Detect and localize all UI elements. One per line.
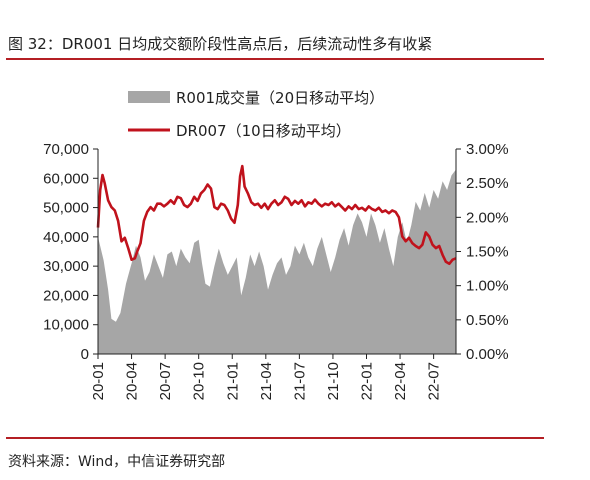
axes: 70,000 60,000 50,000 40,000 30,000 20,000 10,0… (43, 141, 508, 400)
left-tick-label: 0 (81, 346, 89, 363)
x-tick-label: 20-10 (191, 362, 208, 400)
x-tick-label: 21-04 (258, 362, 275, 400)
x-tick-label: 20-01 (90, 362, 107, 400)
right-tick-label: 2.00% (466, 209, 509, 226)
x-tick-label: 21-01 (224, 362, 241, 400)
source-note: 资料来源：Wind，中信证券研究部 (8, 454, 226, 470)
figure-title: 图 32：DR001 日均成交额阶段性高点后，后续流动性多有收紧 (8, 35, 433, 53)
right-tick-label: 1.50% (466, 244, 509, 261)
series-area-r001-volume (98, 169, 456, 354)
x-tick-label: 20-04 (124, 362, 141, 400)
left-tick-label: 70,000 (43, 141, 89, 158)
right-tick-label: 1.00% (466, 278, 509, 295)
legend-swatch-area (128, 91, 170, 103)
left-tick-label: 60,000 (43, 170, 89, 187)
x-tick-label: 20-07 (157, 362, 174, 400)
x-tick-label: 22-07 (426, 362, 443, 400)
plot-area (96, 164, 457, 354)
left-tick-label: 50,000 (43, 200, 89, 217)
right-tick-label: 0.00% (466, 346, 509, 363)
title-divider (6, 58, 544, 60)
footer-divider (6, 437, 544, 439)
x-tick-label: 21-07 (291, 362, 308, 400)
legend-label-area: R001成交量（20日移动平均） (176, 89, 384, 107)
right-tick-label: 3.00% (466, 141, 509, 158)
x-tick-label: 22-04 (392, 362, 409, 400)
legend: R001成交量（20日移动平均） DR007（10日移动平均） (128, 89, 384, 140)
left-tick-label: 30,000 (43, 258, 89, 275)
x-tick-label: 22-01 (359, 362, 376, 400)
series-line-dr007 (96, 164, 457, 266)
legend-label-line: DR007（10日移动平均） (176, 122, 351, 140)
left-tick-label: 40,000 (43, 229, 89, 246)
left-tick-label: 10,000 (43, 317, 89, 334)
right-tick-label: 2.50% (466, 175, 509, 192)
left-tick-label: 20,000 (43, 287, 89, 304)
right-tick-label: 0.50% (466, 312, 509, 329)
x-tick-label: 21-10 (325, 362, 342, 400)
